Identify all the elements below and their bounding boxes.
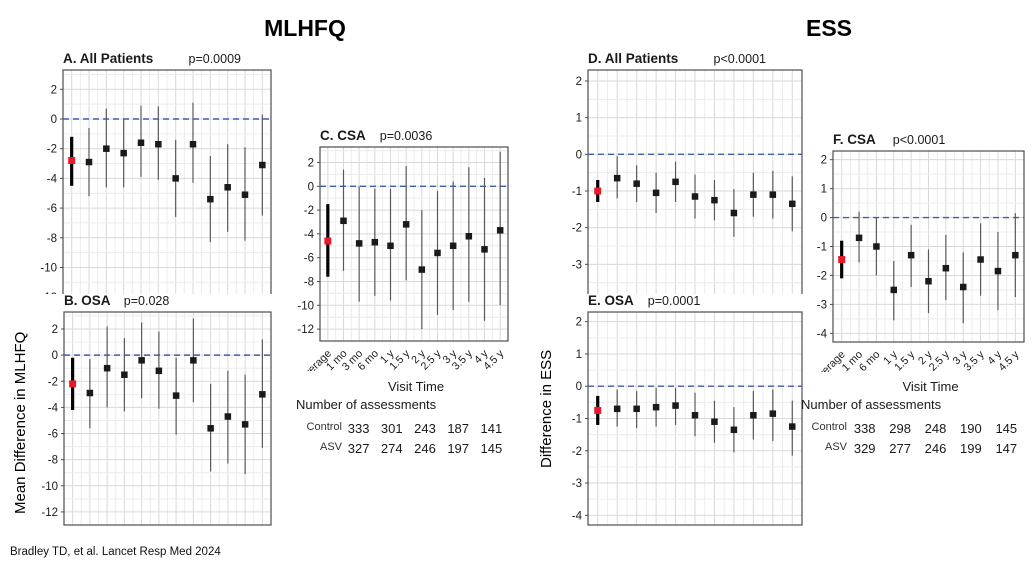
svg-text:2: 2 [576,317,582,329]
svg-text:-2: -2 [572,223,582,235]
svg-text:-4: -4 [572,510,583,522]
svg-text:-10: -10 [40,262,57,274]
svg-text:-4: -4 [48,402,59,414]
svg-text:A. All Patients: A. All Patients [63,52,153,66]
svg-text:-3: -3 [817,299,827,311]
svg-text:-2: -2 [48,376,58,388]
svg-text:1: 1 [576,113,582,125]
svg-text:p=0.0036: p=0.0036 [380,129,433,143]
svg-text:-4: -4 [304,229,315,241]
svg-text:-8: -8 [47,233,57,245]
svg-text:E. OSA: E. OSA [588,294,634,308]
svg-text:0: 0 [52,350,58,362]
svg-text:0: 0 [821,213,827,225]
svg-text:-10: -10 [297,300,314,312]
svg-text:-6: -6 [48,429,58,441]
svg-text:-4: -4 [817,328,828,340]
svg-text:-3: -3 [572,259,582,271]
svg-text:-8: -8 [304,276,314,288]
svg-text:F. CSA: F. CSA [833,133,876,147]
svg-text:-1: -1 [817,242,827,254]
svg-text:-2: -2 [304,205,314,217]
svg-text:-12: -12 [41,507,58,519]
svg-text:0: 0 [576,149,582,161]
svg-text:-6: -6 [47,203,57,215]
svg-text:1: 1 [821,184,827,196]
svg-text:2: 2 [52,324,58,336]
svg-text:p<0.0001: p<0.0001 [714,52,767,66]
svg-text:B. OSA: B. OSA [64,294,111,308]
svg-text:p=0.0001: p=0.0001 [648,294,701,308]
svg-text:-1: -1 [572,414,582,426]
svg-text:-2: -2 [817,270,827,282]
svg-text:2: 2 [821,155,827,167]
svg-text:p=0.0009: p=0.0009 [189,52,242,66]
svg-text:2: 2 [308,157,314,169]
svg-text:-12: -12 [297,324,314,336]
svg-text:-3: -3 [572,478,582,490]
svg-text:2: 2 [576,76,582,88]
svg-text:p<0.0001: p<0.0001 [893,133,946,147]
svg-text:-8: -8 [48,455,58,467]
svg-text:p=0.028: p=0.028 [124,294,170,308]
svg-text:-1: -1 [572,186,582,198]
svg-text:-2: -2 [572,446,582,458]
svg-text:0: 0 [51,114,57,126]
svg-text:-10: -10 [41,481,58,493]
svg-text:-4: -4 [47,173,58,185]
svg-text:0: 0 [308,181,314,193]
svg-text:2: 2 [51,84,57,96]
svg-text:C. CSA: C. CSA [320,129,366,143]
svg-text:0: 0 [576,381,582,393]
svg-text:D. All Patients: D. All Patients [588,52,678,66]
svg-text:1: 1 [576,349,582,361]
svg-text:-2: -2 [47,144,57,156]
svg-text:-6: -6 [304,253,314,265]
